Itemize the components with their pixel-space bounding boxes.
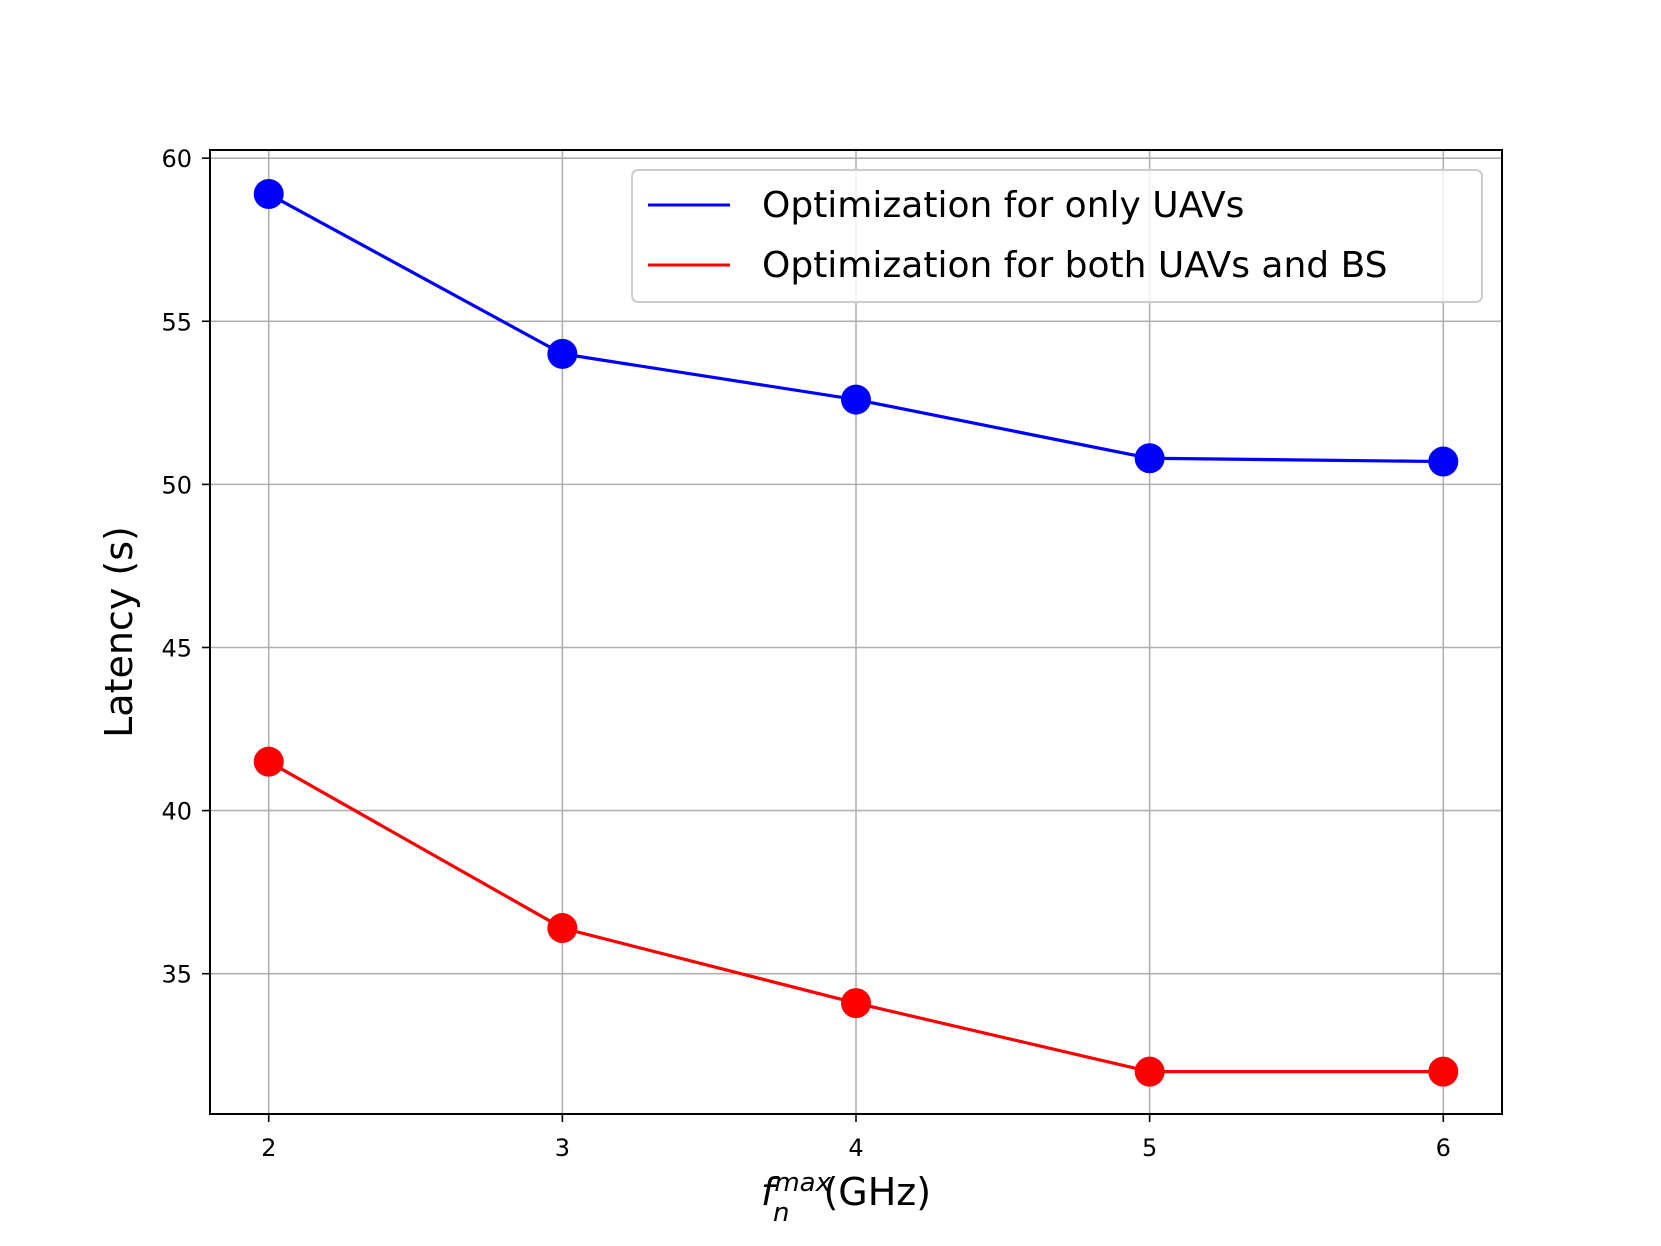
legend-label-uavs: Optimization for only UAVs [762, 185, 1244, 226]
x-tick-label-3: 3 [555, 1134, 570, 1162]
series-0-point-6 [1428, 446, 1459, 477]
x-tick-label-2: 2 [261, 1134, 276, 1162]
y-tick-label-45: 45 [161, 634, 192, 662]
y-tick-label-35: 35 [161, 961, 192, 989]
y-axis-label: Latency (s) [97, 526, 141, 738]
y-axis-ticks: 35 40 45 50 55 60 [161, 145, 210, 989]
x-axis-label: fmax n (GHz) [761, 1168, 931, 1228]
series-0-point-3 [547, 338, 578, 369]
grid-lines [210, 150, 1502, 1114]
series-0-point-5 [1134, 443, 1165, 474]
series-1-point-3 [547, 913, 578, 944]
y-tick-label-50: 50 [161, 471, 192, 499]
series-1-point-6 [1428, 1056, 1459, 1087]
series-layer [253, 179, 1459, 1087]
x-tick-label-5: 5 [1142, 1134, 1157, 1162]
x-axis-superscript: max [774, 1168, 831, 1198]
series-0-point-2 [253, 179, 284, 210]
series-1-point-4 [841, 988, 871, 1019]
legend: Optimization for only UAVs Optimization … [631, 169, 1483, 303]
x-tick-label-4: 4 [848, 1134, 863, 1162]
x-axis-subscript: n [773, 1198, 789, 1228]
series-0-point-4 [841, 384, 871, 415]
x-axis-unit: (GHz) [823, 1170, 931, 1214]
x-tick-label-6: 6 [1436, 1134, 1451, 1162]
series-1-point-5 [1134, 1056, 1165, 1087]
legend-box [631, 169, 1483, 303]
y-tick-label-40: 40 [161, 798, 192, 826]
series-1-point-2 [253, 746, 284, 777]
y-tick-label-55: 55 [161, 308, 192, 336]
x-axis-ticks: 2 3 4 5 6 [261, 1114, 1451, 1162]
y-tick-label-60: 60 [161, 145, 192, 173]
legend-label-uavs-bs: Optimization for both UAVs and BS [762, 245, 1388, 286]
